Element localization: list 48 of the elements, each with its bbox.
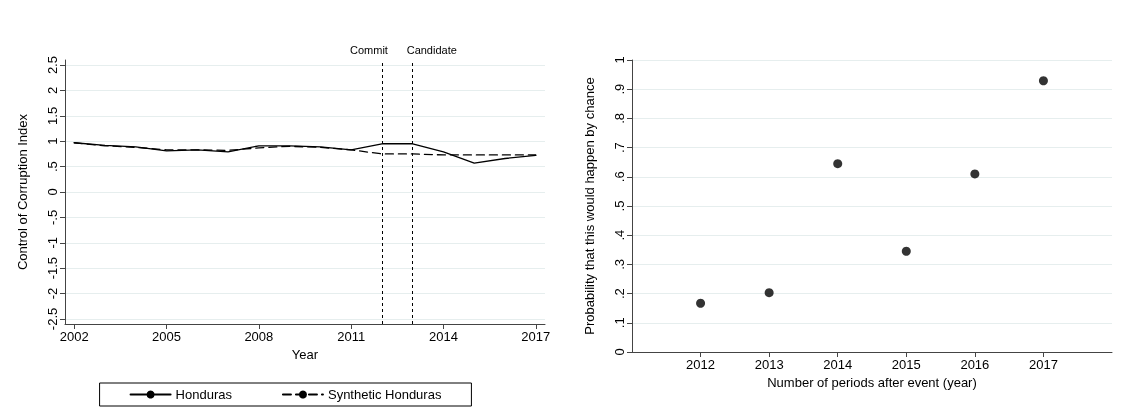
x-tick-label: 2005 — [152, 329, 181, 344]
x-tick-label: 2014 — [429, 329, 458, 344]
ref-line-label: Commit — [350, 43, 388, 56]
legend-label: Synthetic Honduras — [327, 387, 442, 402]
y-tick-label: 0 — [612, 348, 627, 356]
x-tick-label: 2013 — [754, 357, 784, 372]
y-tick-label: -.5 — [45, 209, 60, 225]
x-axis-title: Number of periods after event (year) — [767, 374, 977, 390]
y-tick-label: 2 — [45, 86, 60, 95]
point — [901, 246, 911, 256]
x-tick-label: 2017 — [521, 329, 551, 344]
x-tick-label: 2012 — [686, 357, 716, 372]
y-tick-label: 1 — [45, 137, 60, 145]
y-tick-label: .4 — [612, 229, 627, 241]
x-axis-title: Year — [291, 346, 319, 362]
y-tick-label: -2 — [45, 287, 60, 300]
y-tick-label: 1.5 — [45, 106, 60, 125]
y-tick-label: 1 — [612, 56, 627, 64]
y-tick-label: .6 — [612, 171, 627, 183]
y-tick-label: .9 — [612, 83, 627, 95]
legend-label: Honduras — [175, 387, 233, 402]
point — [764, 288, 774, 298]
y-tick-label: 2.5 — [45, 56, 60, 75]
point — [833, 159, 843, 169]
point — [970, 169, 980, 179]
y-tick-label: -2.5 — [45, 307, 60, 331]
point — [1038, 76, 1048, 86]
point — [696, 298, 706, 308]
y-tick-label: .5 — [45, 161, 60, 173]
x-tick-label: 2015 — [891, 357, 921, 372]
y-tick-label: .8 — [612, 112, 627, 124]
y-tick-label: .3 — [612, 258, 627, 270]
x-tick-label: 2016 — [960, 357, 990, 372]
x-tick-label: 2008 — [244, 329, 274, 344]
x-tick-label: 2011 — [337, 329, 366, 344]
x-tick-label: 2017 — [1028, 357, 1058, 372]
y-tick-label: -1 — [45, 236, 60, 249]
y-tick-label: .2 — [612, 288, 627, 300]
ref-line-label: Candidate — [406, 43, 457, 56]
x-tick-label: 2014 — [823, 357, 853, 372]
y-tick-label: -1.5 — [45, 256, 60, 280]
y-tick-label: .7 — [612, 142, 627, 154]
y-tick-label: .5 — [612, 200, 627, 212]
y-axis-title: Probability that this would happen by chance — [582, 77, 597, 335]
y-tick-label: .1 — [612, 317, 627, 329]
y-tick-label: 0 — [45, 188, 60, 196]
x-tick-label: 2002 — [59, 329, 89, 344]
y-axis-title: Control of Corruption Index — [15, 113, 30, 271]
